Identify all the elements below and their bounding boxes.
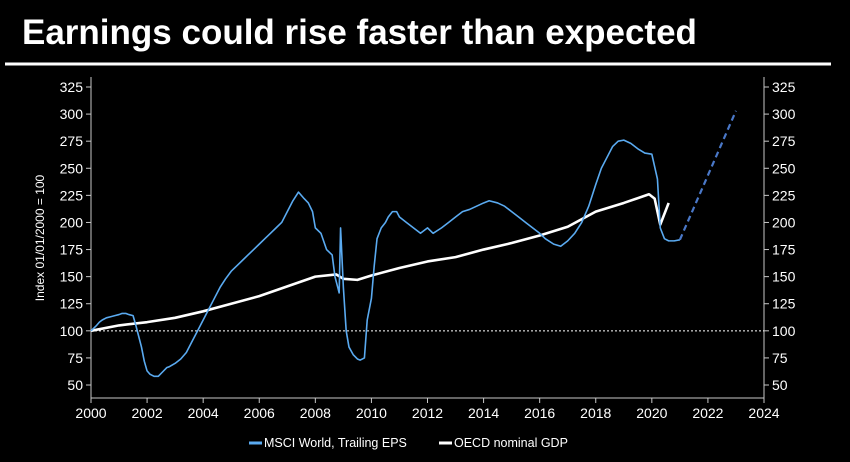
right-y-tick-label: 150 — [772, 269, 796, 285]
left-y-tick-label: 300 — [60, 106, 84, 122]
left-y-tick-label: 275 — [60, 133, 84, 149]
legend-label-eps: MSCI World, Trailing EPS — [264, 436, 407, 450]
left-y-tick-label: 150 — [60, 269, 84, 285]
right-y-tick-label: 325 — [772, 79, 796, 95]
legend: MSCI World, Trailing EPS OECD nominal GD… — [249, 436, 568, 450]
x-tick-label: 2018 — [580, 405, 611, 421]
right-y-tick-label: 75 — [772, 350, 788, 366]
left-y-tick-label: 250 — [60, 160, 84, 176]
left-y-tick-label: 325 — [60, 79, 84, 95]
x-tick-label: 2010 — [356, 405, 387, 421]
right-y-tick-label: 50 — [772, 377, 788, 393]
x-tick-label: 2004 — [188, 405, 219, 421]
legend-label-gdp: OECD nominal GDP — [454, 436, 568, 450]
x-tick-label: 2014 — [468, 405, 499, 421]
right-y-tick-label: 300 — [772, 106, 796, 122]
right-y-ticks: 50 75 100 125 150 175 200 225 250 275 300 325 — [764, 79, 796, 393]
right-y-tick-label: 225 — [772, 187, 796, 203]
x-tick-label: 2012 — [412, 405, 443, 421]
left-y-tick-label: 175 — [60, 242, 84, 258]
series-line-projection — [678, 110, 737, 241]
x-tick-label: 2020 — [636, 405, 667, 421]
right-y-tick-label: 175 — [772, 242, 796, 258]
x-tick-label: 2016 — [524, 405, 555, 421]
left-y-tick-label: 225 — [60, 187, 84, 203]
right-y-tick-label: 100 — [772, 323, 796, 339]
right-y-tick-label: 125 — [772, 296, 796, 312]
x-ticks: 2000 2002 2004 2006 2008 2010 2012 2014 2016 2018… — [75, 398, 780, 421]
left-y-tick-label: 200 — [60, 214, 84, 230]
left-y-ticks: 50 75 100 125 150 175 200 225 250 275 300 325 — [60, 79, 91, 393]
right-y-tick-label: 275 — [772, 133, 796, 149]
left-y-tick-label: 100 — [60, 323, 84, 339]
left-y-tick-label: 75 — [67, 350, 83, 366]
x-tick-label: 2002 — [132, 405, 163, 421]
x-tick-label: 2024 — [748, 405, 779, 421]
x-tick-label: 2022 — [692, 405, 723, 421]
left-y-tick-label: 125 — [60, 296, 84, 312]
right-y-tick-label: 250 — [772, 160, 796, 176]
y-axis-label: Index 01/01/2000 = 100 — [33, 174, 47, 301]
x-tick-label: 2008 — [300, 405, 331, 421]
x-tick-label: 2000 — [75, 405, 106, 421]
chart-title: Earnings could rise faster than expected — [22, 13, 697, 52]
left-y-tick-label: 50 — [67, 377, 83, 393]
x-tick-label: 2006 — [244, 405, 275, 421]
series-line-msci-world-trailing-eps — [90, 139, 681, 378]
right-y-tick-label: 200 — [772, 214, 796, 230]
